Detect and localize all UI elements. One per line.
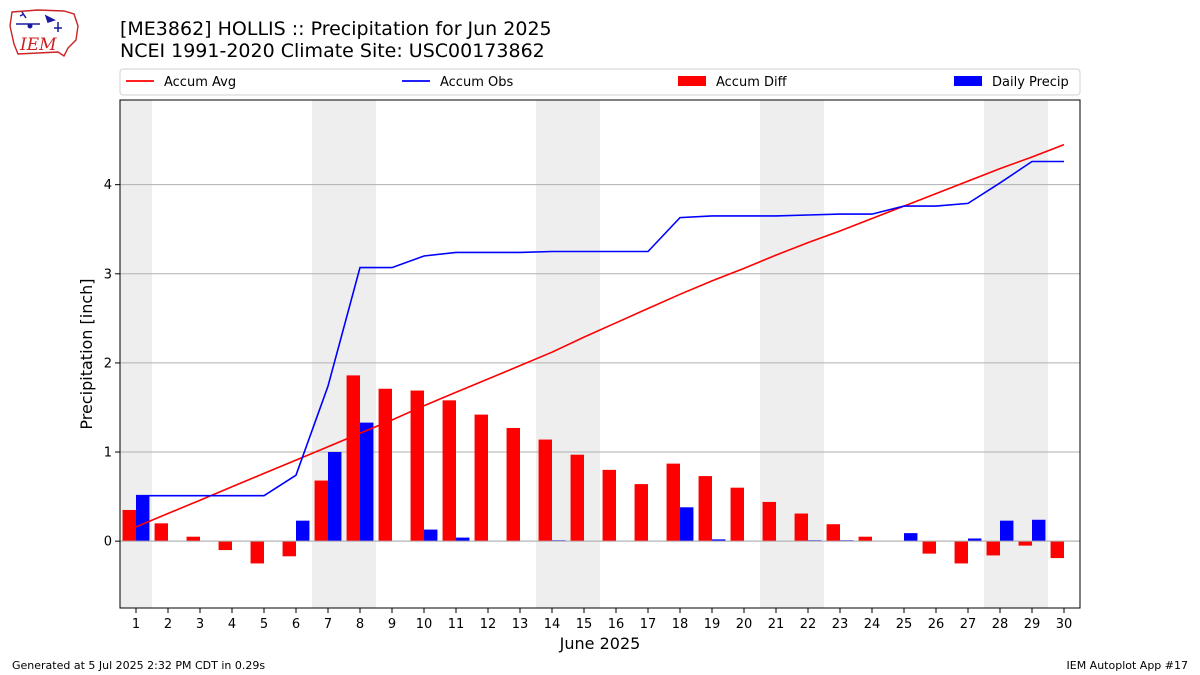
accum-diff-bar <box>442 400 456 542</box>
accum-diff-bar <box>762 501 776 542</box>
x-tick-label: 30 <box>1056 617 1073 632</box>
generated-note: Generated at 5 Jul 2025 2:32 PM CDT in 0… <box>12 659 266 672</box>
x-tick-label: 20 <box>736 617 753 632</box>
accum-diff-bar <box>826 524 840 542</box>
x-tick-label: 25 <box>896 617 913 632</box>
x-tick-label: 14 <box>544 617 561 632</box>
x-tick-label: 26 <box>928 617 945 632</box>
daily-precip-bar <box>680 507 694 542</box>
accum-diff-bar <box>698 476 712 542</box>
x-tick-label: 12 <box>480 617 497 632</box>
y-tick-label: 0 <box>104 535 112 550</box>
accum-diff-bar <box>410 390 424 542</box>
x-tick-label: 1 <box>132 617 140 632</box>
iem-logo: IEM <box>9 9 79 58</box>
x-tick-label: 5 <box>260 617 268 632</box>
daily-precip-bar <box>1032 519 1046 542</box>
app-credit: IEM Autoplot App #17 <box>1066 659 1189 672</box>
x-tick-label: 19 <box>704 617 721 632</box>
accum-diff-bar <box>922 541 936 554</box>
accum-diff-bar <box>666 463 680 542</box>
accum-diff-bar <box>570 454 584 542</box>
accum-avg-line <box>135 143 1065 528</box>
x-tick-label: 27 <box>960 617 977 632</box>
accum-diff-bar <box>186 536 200 542</box>
x-tick-label: 9 <box>388 617 396 632</box>
legend-label-accum-obs: Accum Obs <box>440 75 513 90</box>
accum-diff-bar <box>634 484 648 542</box>
x-tick-label: 18 <box>672 617 689 632</box>
legend-label-accum-diff: Accum Diff <box>716 75 788 90</box>
accum-diff-bar <box>986 541 1000 556</box>
plot-frame <box>119 99 1081 609</box>
accum-obs-line <box>136 160 1064 497</box>
svg-text:IEM: IEM <box>19 35 57 55</box>
accum-diff-bar <box>282 541 296 557</box>
x-tick-label: 22 <box>800 617 817 632</box>
x-tick-label: 10 <box>416 617 433 632</box>
legend-swatch-daily-precip <box>954 76 982 86</box>
legend-swatch-accum-diff <box>678 76 706 86</box>
x-tick-label: 21 <box>768 617 785 632</box>
accum-diff-bar <box>794 513 808 542</box>
daily-precip-bar <box>968 538 982 542</box>
x-tick-label: 11 <box>448 617 465 632</box>
legend-label-daily-precip: Daily Precip <box>992 75 1069 90</box>
y-tick-label: 1 <box>104 446 112 461</box>
daily-precip-bar <box>360 422 374 542</box>
daily-precip-bar <box>136 495 150 542</box>
x-tick-label: 6 <box>292 617 300 632</box>
daily-precip-bar <box>296 520 310 542</box>
x-tick-label: 8 <box>356 617 364 632</box>
accum-diff-bar <box>954 541 968 564</box>
y-axis-label: Precipitation [inch] <box>77 278 96 429</box>
legend-label-accum-avg: Accum Avg <box>164 75 236 90</box>
x-tick-label: 4 <box>228 617 236 632</box>
chart-title: [ME3862] HOLLIS :: Precipitation for Jun… <box>120 18 552 40</box>
accum-diff-bar <box>1050 541 1064 559</box>
accum-diff-bar <box>250 541 264 564</box>
daily-precip-bar <box>712 539 726 542</box>
accum-diff-bar <box>1018 541 1032 546</box>
x-tick-label: 16 <box>608 617 625 632</box>
daily-precip-bar <box>328 452 342 542</box>
daily-precip-bar <box>904 533 918 542</box>
y-tick-label: 4 <box>104 178 112 193</box>
daily-precip-bar <box>1000 520 1014 542</box>
accum-diff-bar <box>314 480 328 542</box>
accum-diff-bar <box>122 509 136 542</box>
accum-diff-bar <box>602 469 616 542</box>
x-axis-label: June 2025 <box>559 634 641 653</box>
y-tick-label: 2 <box>104 356 112 371</box>
accum-diff-bar <box>218 541 232 551</box>
x-tick-label: 28 <box>992 617 1009 632</box>
accum-diff-bar <box>858 536 872 542</box>
accum-diff-bar <box>474 414 488 542</box>
x-tick-label: 17 <box>640 617 657 632</box>
accum-diff-bar <box>506 427 520 542</box>
x-tick-label: 13 <box>512 617 529 632</box>
accum-diff-bar <box>538 439 552 542</box>
x-tick-label: 24 <box>864 617 881 632</box>
legend-box <box>119 68 1081 96</box>
y-tick-label: 3 <box>104 267 112 282</box>
accum-diff-bar <box>346 375 360 542</box>
x-tick-label: 3 <box>196 617 204 632</box>
accum-diff-bar <box>154 523 168 542</box>
accum-diff-bar <box>378 388 392 542</box>
x-tick-label: 2 <box>164 617 172 632</box>
daily-precip-bar <box>424 529 438 542</box>
accum-diff-bar <box>730 487 744 542</box>
daily-precip-bar <box>456 537 470 542</box>
x-tick-label: 29 <box>1024 617 1041 632</box>
x-tick-label: 7 <box>324 617 332 632</box>
x-tick-label: 23 <box>832 617 849 632</box>
x-tick-label: 15 <box>576 617 593 632</box>
chart-subtitle: NCEI 1991-2020 Climate Site: USC00173862 <box>120 40 545 62</box>
